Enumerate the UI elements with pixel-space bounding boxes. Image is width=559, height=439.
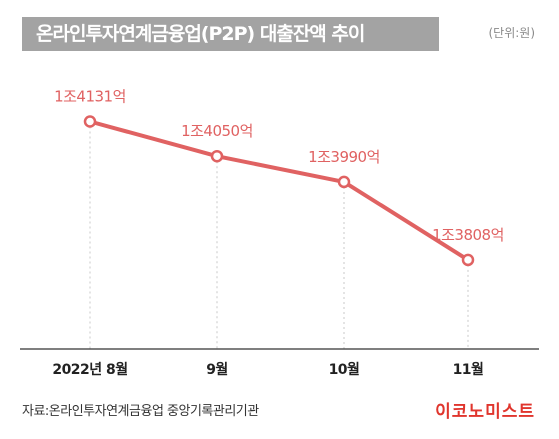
source-note: 자료:온라인투자연계금융업 중앙기록관리기관	[22, 404, 259, 419]
value-labels: 1조4131억 1조4050억 1조3990억 1조3808억	[54, 88, 504, 244]
data-point	[210, 149, 224, 163]
value-label: 1조3808억	[432, 226, 504, 244]
brand-logo: 이코노미스트	[435, 402, 535, 422]
data-points	[83, 115, 475, 267]
series-line	[88, 119, 470, 262]
x-tick-label: 2022년 8월	[52, 361, 127, 378]
value-label: 1조3990억	[308, 148, 380, 166]
unit-label: (단위:원)	[488, 26, 535, 40]
title-bar	[22, 17, 439, 51]
value-label: 1조4131억	[54, 88, 126, 106]
data-point	[337, 175, 351, 189]
chart-title: 온라인투자연계금융업(P2P) 대출잔액 추이	[36, 23, 365, 45]
x-tick-labels: 2022년 8월 9월 10월 11월	[52, 361, 484, 378]
data-point	[461, 253, 475, 267]
value-label: 1조4050억	[181, 122, 253, 140]
x-tick-label: 9월	[206, 361, 228, 378]
drop-lines	[89, 121, 469, 349]
x-tick-label: 11월	[453, 361, 484, 378]
data-point	[83, 115, 97, 128]
x-tick-label: 10월	[329, 361, 360, 378]
